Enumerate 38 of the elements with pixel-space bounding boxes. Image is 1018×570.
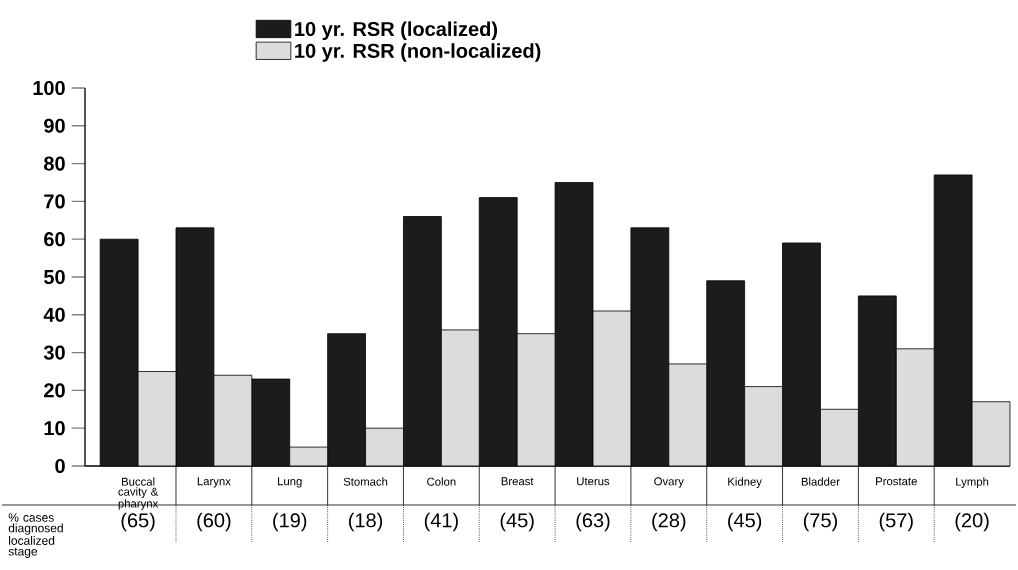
x-tick-label: Buccal cavity & pharynx: [118, 477, 159, 510]
text: (60): [197, 512, 231, 532]
text: (18): [348, 512, 383, 532]
x-tick-label: Larynx: [197, 477, 231, 488]
y-tick-label: 70: [44, 194, 65, 209]
legend-label: 10 yr. RSR (non-localized): [295, 43, 541, 62]
x-tick-label: Ovary: [654, 477, 684, 488]
text: (63): [576, 512, 610, 532]
x-tick-label: Uterus: [577, 477, 610, 486]
x-tick-label: Breast: [501, 477, 534, 486]
y-tick-label: 60: [44, 232, 65, 247]
x-tick-label: Lymph: [956, 477, 989, 488]
x-tick-label: Bladder: [801, 477, 840, 486]
text: % cases diagnosed localized stage: [8, 513, 63, 558]
x-tick-label: Stomach: [343, 477, 388, 486]
y-tick-label: 100: [33, 80, 65, 96]
x-tick-label: Lung: [278, 477, 302, 488]
y-tick-label: 80: [44, 156, 65, 171]
text: (65): [121, 512, 155, 532]
x-tick-label: Kidney: [728, 477, 762, 488]
legend-label: 10 yr. RSR (localized): [295, 21, 498, 41]
x-tick-label: Prostate: [876, 477, 917, 486]
y-tick-label: 90: [44, 118, 65, 133]
text: (41): [424, 512, 458, 532]
y-tick-label: 10: [44, 421, 65, 436]
text: (28): [652, 512, 686, 532]
text: (57): [879, 512, 913, 532]
text: (75): [803, 512, 837, 532]
text: (19): [273, 512, 307, 532]
y-tick-label: 40: [43, 307, 65, 322]
text: (20): [955, 512, 989, 532]
text: (45): [728, 512, 762, 532]
x-tick-label: Colon: [427, 477, 456, 486]
y-tick-label: 50: [43, 269, 65, 285]
y-tick-label: 0: [55, 458, 65, 474]
y-tick-label: 20: [44, 383, 65, 398]
y-tick-label: 30: [43, 345, 65, 360]
text: (45): [500, 512, 534, 532]
